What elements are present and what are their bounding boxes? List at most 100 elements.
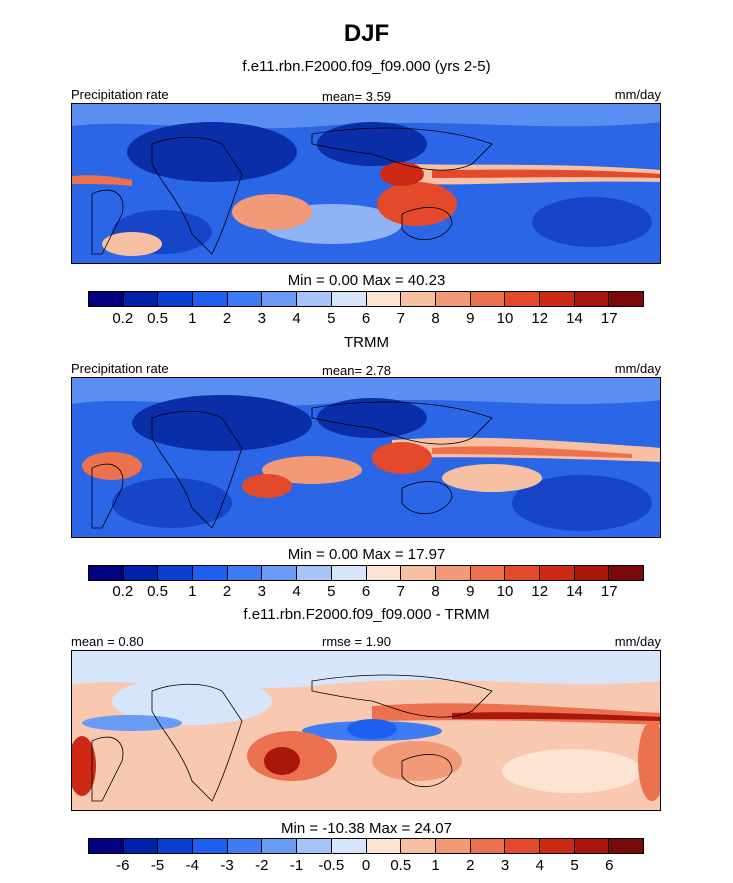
colorbar-box xyxy=(401,566,436,580)
colorbar-tick-label: -4 xyxy=(185,857,199,874)
colorbar-tick-label: 3 xyxy=(257,583,266,600)
colorbar-box xyxy=(297,839,332,853)
colorbar-tick-label: 1 xyxy=(431,857,440,874)
colorbar-box xyxy=(158,839,194,853)
panel-obs-map xyxy=(71,377,661,538)
colorbar-box xyxy=(435,566,471,580)
colorbar-box xyxy=(297,566,332,580)
colorbar-box xyxy=(227,566,263,580)
colorbar-tick-label: -1 xyxy=(289,857,304,874)
colorbar-box xyxy=(227,292,263,306)
panel-model-mean: mean= 3.59 xyxy=(322,89,392,104)
colorbar-box xyxy=(331,292,367,306)
panel-diff-mean: mean = 0.80 xyxy=(71,634,144,649)
colorbar-box xyxy=(123,839,159,853)
panel-obs-mean: mean= 2.78 xyxy=(322,363,392,378)
colorbar-box xyxy=(505,566,540,580)
colorbar-box xyxy=(89,292,124,306)
colorbar-tick-label: 7 xyxy=(396,310,405,327)
colorbar-tick-label: 6 xyxy=(605,857,614,874)
colorbar-box xyxy=(574,566,610,580)
colorbar-tick-label: -6 xyxy=(116,857,130,874)
panel-obs-colorbar xyxy=(88,565,644,581)
colorbar-tick-label: -5 xyxy=(150,857,165,874)
colorbar-tick-label: 12 xyxy=(531,583,549,600)
colorbar-tick-label: 0.5 xyxy=(147,310,168,327)
colorbar-box xyxy=(470,566,506,580)
panel-obs-units: mm/day xyxy=(614,361,661,376)
colorbar-box xyxy=(609,839,643,853)
colorbar-tick-label: 14 xyxy=(566,310,583,327)
colorbar-box xyxy=(89,566,124,580)
colorbar-box xyxy=(574,839,610,853)
panel-model-heatmap xyxy=(72,104,660,263)
colorbar-box xyxy=(435,292,471,306)
colorbar-box xyxy=(158,292,194,306)
colorbar-box xyxy=(193,566,228,580)
colorbar-tick-label: 0.2 xyxy=(112,583,134,600)
panel-diff-units: mm/day xyxy=(614,634,661,649)
colorbar-box xyxy=(539,839,575,853)
colorbar-box xyxy=(401,839,436,853)
colorbar-box xyxy=(262,292,298,306)
colorbar-tick-label: 12 xyxy=(531,310,549,327)
colorbar-box xyxy=(470,292,506,306)
figure-title: DJF xyxy=(343,20,390,47)
colorbar-box xyxy=(123,292,159,306)
colorbar-box xyxy=(193,292,228,306)
colorbar-tick-label: 3 xyxy=(257,310,266,327)
colorbar-tick-label: 1 xyxy=(188,310,197,327)
colorbar-tick-label: 6 xyxy=(361,583,371,600)
colorbar-tick-label: 4 xyxy=(292,310,301,327)
colorbar-tick-label: 1 xyxy=(188,583,197,600)
panel-model-colorbar-labels: 0.2 0.5 1 2 3 4 5 6 7 8 9 10 12 14 17 xyxy=(88,310,644,328)
panel-diff-title: f.e11.rbn.F2000.f09_f09.000 - TRMM xyxy=(243,606,490,623)
colorbar-tick-label: 0.2 xyxy=(112,310,134,327)
colorbar-box xyxy=(123,566,159,580)
panel-model-map xyxy=(71,103,661,264)
colorbar-tick-label: 0.5 xyxy=(147,583,168,600)
colorbar-box xyxy=(435,839,471,853)
colorbar-box xyxy=(366,839,402,853)
colorbar-box xyxy=(574,292,610,306)
colorbar-tick-label: 5 xyxy=(570,857,579,874)
colorbar-tick-label: 2 xyxy=(222,583,232,600)
colorbar-box xyxy=(158,566,194,580)
colorbar-box xyxy=(331,566,367,580)
panel-obs-heatmap xyxy=(72,378,660,537)
colorbar-tick-label: 10 xyxy=(496,583,514,600)
colorbar-box xyxy=(297,292,332,306)
panel-obs-title: TRMM xyxy=(344,334,389,351)
colorbar-tick-label: 0 xyxy=(361,857,371,874)
colorbar-tick-label: 9 xyxy=(466,583,475,600)
colorbar-box xyxy=(505,839,540,853)
panel-diff-heatmap xyxy=(72,651,660,810)
colorbar-box xyxy=(89,839,124,853)
colorbar-box xyxy=(539,292,575,306)
panel-obs-left-label: Precipitation rate xyxy=(71,361,169,376)
colorbar-tick-label: 6 xyxy=(361,310,371,327)
panel-diff-minmax: Min = -10.38 Max = 24.07 xyxy=(281,820,452,837)
colorbar-tick-label: 3 xyxy=(500,857,510,874)
colorbar-tick-label: 0.5 xyxy=(390,857,412,874)
colorbar-tick-label: 10 xyxy=(496,310,514,327)
panel-obs-colorbar-labels: 0.2 0.5 1 2 3 4 5 6 7 8 9 10 12 14 17 xyxy=(88,583,644,601)
colorbar-tick-label: 2 xyxy=(466,857,475,874)
colorbar-tick-label: 7 xyxy=(396,583,405,600)
colorbar-tick-label: 17 xyxy=(600,583,618,600)
colorbar-box xyxy=(366,292,402,306)
panel-model-minmax: Min = 0.00 Max = 40.23 xyxy=(287,272,446,289)
panel-model-title: f.e11.rbn.F2000.f09_f09.000 (yrs 2-5) xyxy=(242,58,491,75)
colorbar-tick-label: 5 xyxy=(327,583,336,600)
colorbar-tick-label: 4 xyxy=(292,583,301,600)
colorbar-box xyxy=(470,839,506,853)
colorbar-tick-label: 4 xyxy=(535,857,544,874)
panel-diff-map xyxy=(71,650,661,811)
panel-diff-colorbar xyxy=(88,838,644,854)
colorbar-box xyxy=(193,839,228,853)
colorbar-tick-label: -3 xyxy=(220,857,234,874)
colorbar-tick-label: 5 xyxy=(327,310,336,327)
panel-diff-rmse: rmse = 1.90 xyxy=(322,634,392,649)
colorbar-tick-label: 9 xyxy=(466,310,475,327)
panel-diff-colorbar-labels: -6 -5 -4 -3 -2 -1 -0.5 0 0.5 1 2 3 4 5 6 xyxy=(88,857,644,875)
